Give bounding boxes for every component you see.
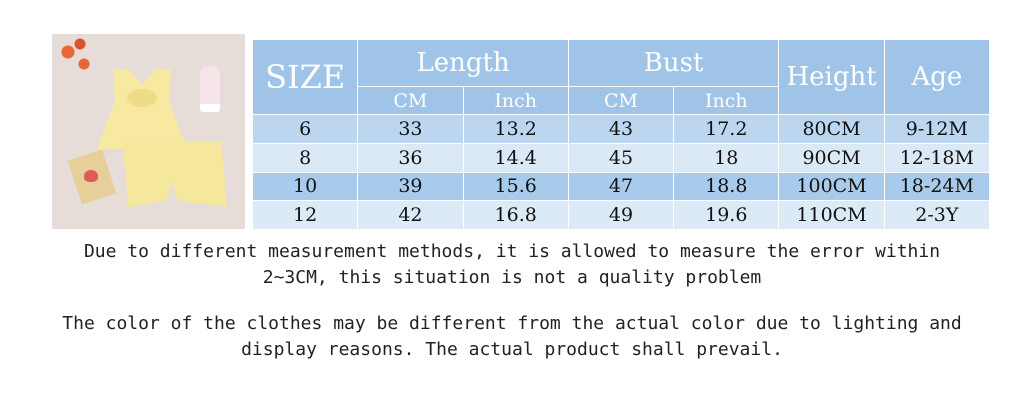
cell-length-inch: 15.6 bbox=[462, 171, 569, 202]
note-line-2: 2~3CM, this situation is not a quality p… bbox=[262, 267, 762, 288]
cell-length-inch: 16.8 bbox=[462, 200, 569, 230]
cell-size: 12 bbox=[251, 200, 359, 230]
cell-age: 12-18M bbox=[883, 142, 991, 173]
cell-bust-inch: 18 bbox=[673, 142, 780, 173]
header-age: Age bbox=[883, 39, 991, 115]
cell-bust-inch: 18.8 bbox=[673, 171, 780, 202]
table-row: 12 42 16.8 49 19.6 110CM 2-3Y bbox=[251, 200, 991, 230]
table-row: 10 39 15.6 47 18.8 100CM 18-24M bbox=[251, 171, 991, 202]
product-photo bbox=[52, 34, 245, 229]
cell-height: 80CM bbox=[778, 114, 885, 144]
flower-decoration bbox=[56, 36, 96, 76]
header-bust-cm: CM bbox=[567, 86, 675, 115]
cell-size: 6 bbox=[251, 114, 359, 144]
bunny-toy bbox=[200, 66, 220, 112]
table-row: 8 36 14.4 45 18 90CM 12-18M bbox=[251, 142, 991, 173]
cell-length-inch: 13.2 bbox=[462, 114, 569, 144]
cell-bust-cm: 45 bbox=[567, 142, 675, 173]
cell-age: 2-3Y bbox=[883, 200, 991, 230]
cell-bust-inch: 17.2 bbox=[673, 114, 780, 144]
cell-length-cm: 33 bbox=[357, 114, 464, 144]
note-line-1: Due to different measurement methods, it… bbox=[83, 241, 941, 262]
header-length-inch: Inch bbox=[462, 86, 569, 115]
cell-size: 10 bbox=[251, 171, 359, 202]
cell-height: 90CM bbox=[778, 142, 885, 173]
cell-length-cm: 36 bbox=[357, 142, 464, 173]
shorts-garment bbox=[122, 142, 227, 207]
heart-icon bbox=[84, 170, 98, 182]
top-garment bbox=[97, 69, 187, 149]
table-row: 6 33 13.2 43 17.2 80CM 9-12M bbox=[251, 114, 991, 144]
color-note: The color of the clothes may be differen… bbox=[0, 311, 1024, 363]
cell-size: 8 bbox=[251, 142, 359, 173]
note-line-3: The color of the clothes may be differen… bbox=[62, 313, 962, 334]
header-length-cm: CM bbox=[357, 86, 464, 115]
cell-height: 110CM bbox=[778, 200, 885, 230]
cell-bust-cm: 49 bbox=[567, 200, 675, 230]
cell-height: 100CM bbox=[778, 171, 885, 202]
bow bbox=[127, 89, 157, 107]
header-height: Height bbox=[778, 39, 885, 115]
header-bust-inch: Inch bbox=[673, 86, 780, 115]
measurement-note: Due to different measurement methods, it… bbox=[0, 239, 1024, 291]
note-line-4: display reasons. The actual product shal… bbox=[241, 339, 783, 360]
size-chart-table: SIZE Length Bust Height Age CM Inch CM I… bbox=[251, 39, 991, 230]
cell-bust-cm: 47 bbox=[567, 171, 675, 202]
header-size: SIZE bbox=[251, 39, 359, 115]
header-length: Length bbox=[357, 39, 569, 87]
cell-age: 18-24M bbox=[883, 171, 991, 202]
cell-length-inch: 14.4 bbox=[462, 142, 569, 173]
cell-age: 9-12M bbox=[883, 114, 991, 144]
cell-bust-inch: 19.6 bbox=[673, 200, 780, 230]
cell-length-cm: 42 bbox=[357, 200, 464, 230]
cell-length-cm: 39 bbox=[357, 171, 464, 202]
cell-bust-cm: 43 bbox=[567, 114, 675, 144]
header-bust: Bust bbox=[567, 39, 780, 87]
